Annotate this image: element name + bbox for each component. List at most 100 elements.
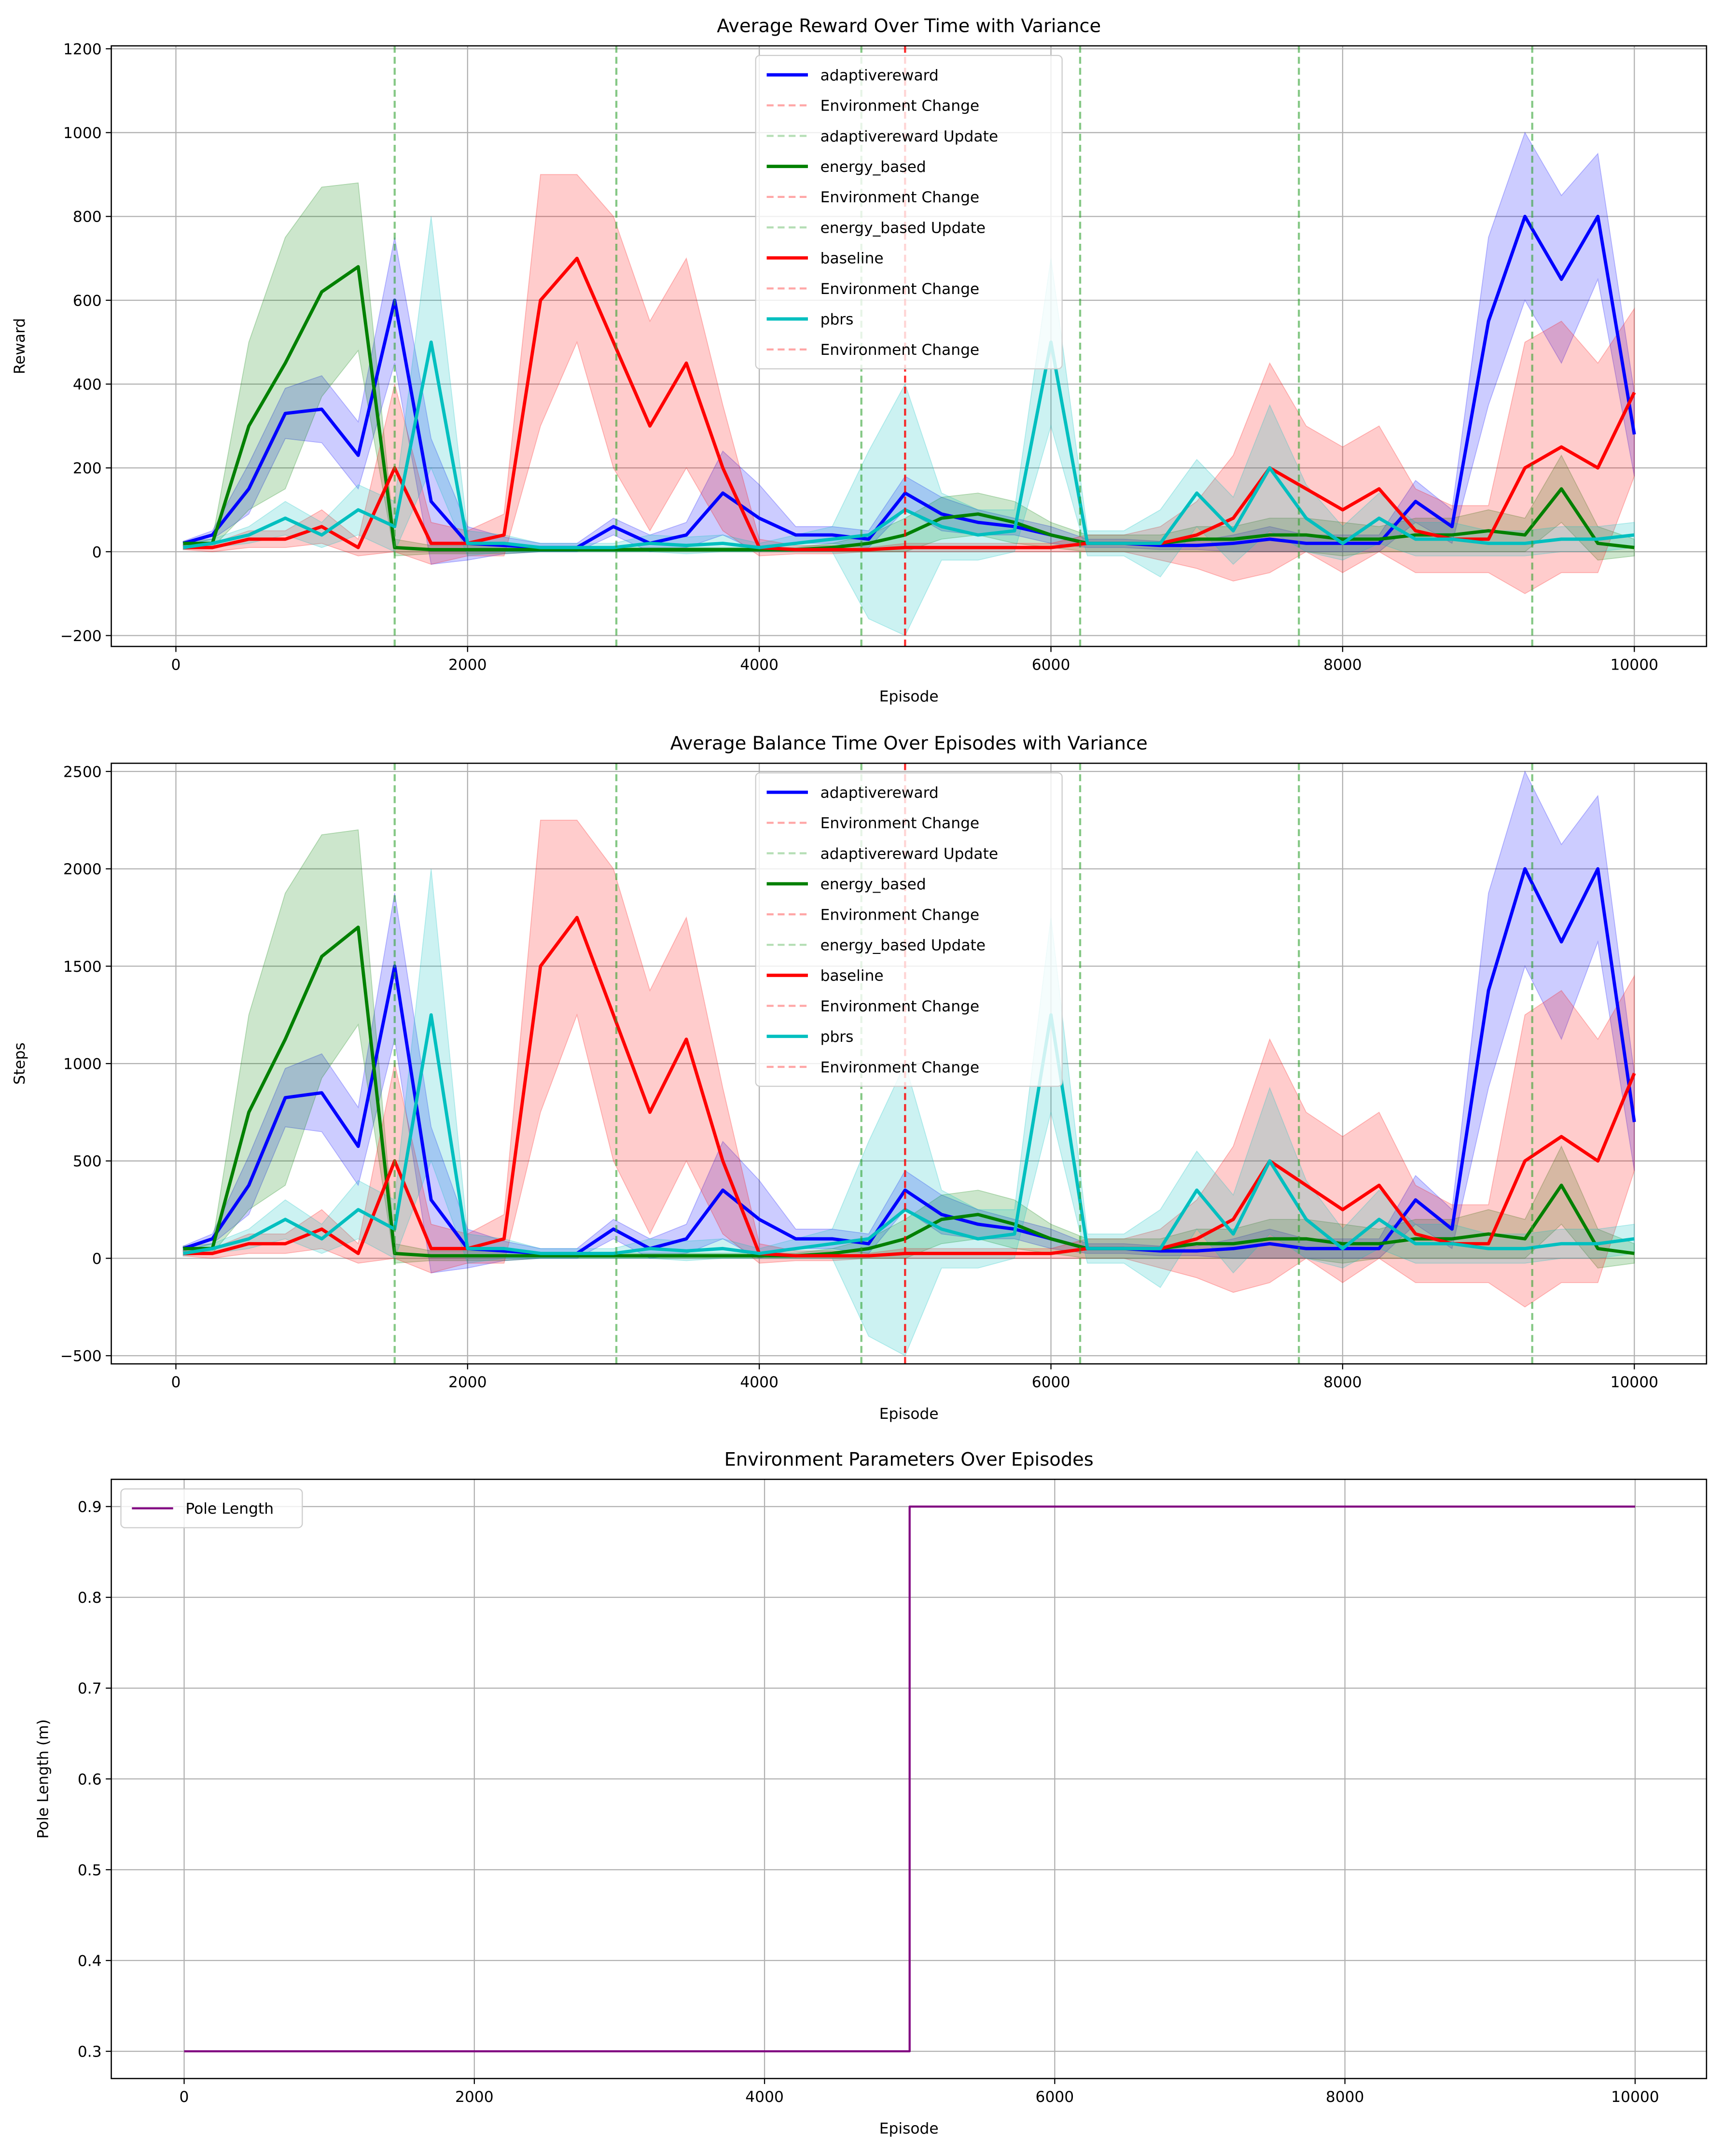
y-tick-label: 0.5 xyxy=(78,1862,102,1879)
y-tick-label: 0.9 xyxy=(78,1498,102,1516)
y-tick-label: 1200 xyxy=(63,41,102,58)
legend-label: adaptivereward Update xyxy=(820,845,999,863)
x-tick-label: 6000 xyxy=(1032,1374,1070,1391)
legend-label: adaptivereward xyxy=(820,784,939,802)
legend-label: Pole Length xyxy=(185,1500,274,1518)
x-tick-label: 6000 xyxy=(1036,2088,1074,2106)
variance-band xyxy=(182,820,1635,1308)
legend: adaptivereward Environment Change adaptive… xyxy=(755,55,1063,370)
x-tick-label: 4000 xyxy=(745,2088,784,2106)
legend-label: Environment Change xyxy=(820,280,980,298)
y-tick-label: 0.3 xyxy=(78,2044,102,2061)
subplot: Average Reward Over Time with Variance Ep… xyxy=(11,15,1708,705)
x-axis-label: Episode xyxy=(879,2120,939,2137)
legend: adaptivereward Environment Change adaptive… xyxy=(755,772,1063,1087)
y-tick-label: 0 xyxy=(92,1250,102,1268)
legend-label: Environment Change xyxy=(820,1059,980,1076)
plot-area xyxy=(182,45,1636,647)
variance-band xyxy=(182,829,1635,1269)
y-tick-label: 400 xyxy=(73,376,102,393)
legend-label: baseline xyxy=(820,967,884,985)
legend-box xyxy=(755,772,1063,1087)
y-tick-label: 0.6 xyxy=(78,1771,102,1788)
x-tick-label: 8000 xyxy=(1323,656,1362,673)
x-tick-label: 10000 xyxy=(1610,1374,1658,1391)
axes-frame xyxy=(111,762,1708,1365)
chart-title: Average Balance Time Over Episodes with … xyxy=(670,733,1148,755)
legend-label: energy_based xyxy=(820,876,926,893)
legend: Pole Length xyxy=(120,1488,303,1528)
series-line xyxy=(183,1013,1635,1255)
legend-label: baseline xyxy=(820,250,884,267)
y-axis-label: Steps xyxy=(11,1042,28,1085)
y-tick-label: 1000 xyxy=(63,1055,102,1073)
chart-title: Environment Parameters Over Episodes xyxy=(724,1449,1094,1470)
y-tick-label: 200 xyxy=(73,460,102,477)
legend-label: pbrs xyxy=(820,311,854,328)
x-axis-label: Episode xyxy=(879,688,939,705)
chart-title: Average Reward Over Time with Variance xyxy=(717,15,1101,37)
series-line xyxy=(184,1505,1635,2053)
y-tick-label: 1000 xyxy=(63,125,102,142)
x-tick-label: 8000 xyxy=(1323,1374,1362,1391)
legend-label: Environment Change xyxy=(820,998,980,1015)
y-tick-label: 600 xyxy=(73,292,102,309)
x-tick-label: 0 xyxy=(180,2088,189,2106)
variance-band xyxy=(182,174,1635,594)
y-tick-label: 2000 xyxy=(63,861,102,878)
legend-label: energy_based Update xyxy=(820,937,986,954)
series-line xyxy=(183,340,1635,549)
legend-label: Environment Change xyxy=(820,189,980,206)
series-line xyxy=(182,214,1636,549)
subplot: Environment Parameters Over Episodes Epis… xyxy=(35,1449,1708,2137)
legend-label: Environment Change xyxy=(820,906,980,924)
series-line xyxy=(183,265,1635,551)
y-tick-label: 800 xyxy=(73,209,102,226)
x-tick-label: 2000 xyxy=(448,656,487,673)
legend-label: Environment Change xyxy=(820,341,980,359)
legend-label: Environment Change xyxy=(820,98,980,115)
series-line xyxy=(183,925,1635,1258)
legend-label: pbrs xyxy=(820,1028,854,1046)
x-tick-label: 6000 xyxy=(1032,656,1070,673)
x-tick-label: 10000 xyxy=(1611,2088,1659,2106)
y-axis-label: Pole Length (m) xyxy=(35,1719,52,1839)
y-tick-label: 500 xyxy=(73,1153,102,1170)
x-tick-label: 4000 xyxy=(740,656,778,673)
plot-area xyxy=(184,1505,1635,2053)
legend-label: Environment Change xyxy=(820,815,980,832)
x-tick-label: 4000 xyxy=(740,1374,778,1391)
legend-label: adaptivereward xyxy=(820,67,939,84)
x-tick-label: 2000 xyxy=(448,1374,487,1391)
variance-band xyxy=(182,182,1635,561)
y-tick-label: 1500 xyxy=(63,958,102,976)
legend-label: energy_based xyxy=(820,158,926,176)
axes-frame xyxy=(111,1479,1708,2079)
x-tick-label: 0 xyxy=(171,656,181,673)
x-axis-label: Episode xyxy=(879,1405,939,1423)
subplot: Average Balance Time Over Episodes with … xyxy=(11,733,1708,1423)
y-tick-label: 0.7 xyxy=(78,1680,102,1697)
axes-frame xyxy=(111,45,1708,647)
x-tick-label: 10000 xyxy=(1610,656,1658,673)
y-tick-label: 2500 xyxy=(63,763,102,781)
y-axis-label: Reward xyxy=(11,318,28,375)
legend-box xyxy=(120,1488,303,1528)
legend-label: adaptivereward Update xyxy=(820,128,999,145)
y-tick-label: 0.4 xyxy=(78,1952,102,1970)
x-tick-label: 2000 xyxy=(455,2088,494,2106)
legend-box xyxy=(755,55,1063,370)
y-tick-label: −500 xyxy=(60,1348,102,1365)
series-line xyxy=(182,867,1636,1255)
series-line xyxy=(183,256,1636,551)
series-line xyxy=(183,916,1636,1258)
legend-label: energy_based Update xyxy=(820,219,986,237)
y-tick-label: 0.8 xyxy=(78,1589,102,1607)
y-tick-label: −200 xyxy=(60,628,102,645)
y-tick-label: 0 xyxy=(92,544,102,561)
x-tick-label: 8000 xyxy=(1326,2088,1364,2106)
plot-area xyxy=(182,763,1636,1364)
x-tick-label: 0 xyxy=(171,1374,181,1391)
